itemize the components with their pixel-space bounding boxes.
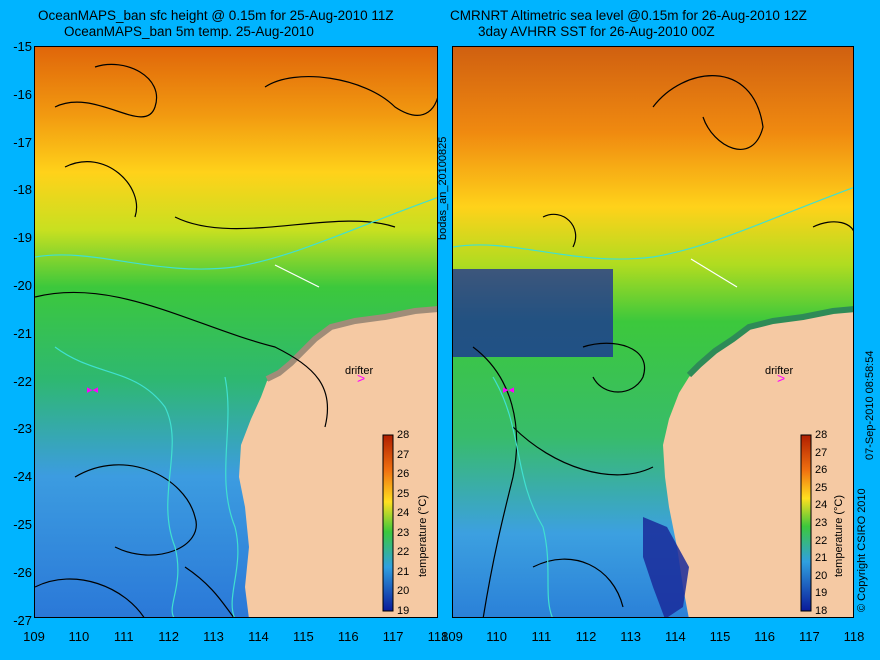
y-tick-label: -17 <box>13 134 32 150</box>
right-coast-shelf <box>686 306 853 378</box>
colorbar-tick: 22 <box>815 534 828 547</box>
y-tick-label: -19 <box>13 230 32 246</box>
colorbar-tick: 19 <box>815 587 828 600</box>
left-contour-2 <box>35 161 396 428</box>
right-cool-patch <box>453 269 613 357</box>
colorbar-tick: 25 <box>397 487 410 500</box>
y-tick-label: -26 <box>13 564 32 580</box>
left-coast-shelf <box>265 306 437 382</box>
left-drifter-marker: > <box>357 370 365 386</box>
colorbar-tick: 23 <box>397 526 410 539</box>
x-tick-label: 114 <box>664 629 686 644</box>
x-tick-label: 117 <box>798 629 820 644</box>
right-contour-3 <box>512 426 654 608</box>
left-contour-1 <box>54 63 437 118</box>
right-drifter-track <box>690 258 738 288</box>
colorbar-tick: 28 <box>397 429 410 441</box>
x-tick-label: 115 <box>709 629 731 644</box>
x-tick-label: 110 <box>486 629 508 644</box>
right-title-line1: CMRNRT Altimetric sea level @0.15m for 2… <box>450 8 807 23</box>
y-tick-label: -20 <box>13 278 32 293</box>
y-tick-label: -22 <box>13 373 32 389</box>
y-tick-label: -18 <box>13 182 32 198</box>
left-colorbar <box>382 434 394 612</box>
left-side-label: bodas_an_20100825 <box>437 136 449 240</box>
y-tick-label: -27 <box>13 612 32 628</box>
colorbar-tick: 18 <box>815 605 828 617</box>
right-isobath-2 <box>492 376 553 617</box>
x-tick-label: 109 <box>23 629 45 644</box>
right-contour-2 <box>472 342 646 617</box>
colorbar-tick: 21 <box>815 552 828 565</box>
x-tick-label: 118 <box>843 629 865 644</box>
x-tick-label: 116 <box>754 629 776 644</box>
right-bay <box>643 517 689 617</box>
x-tick-label: 112 <box>575 629 597 644</box>
left-map-svg: > ▸◂ <box>35 47 437 617</box>
left-isobath-1 <box>35 197 437 270</box>
y-tick-label: -21 <box>13 325 32 341</box>
y-tick-label: -24 <box>13 469 32 485</box>
x-tick-label: 118 <box>427 629 449 644</box>
x-tick-label: 110 <box>68 629 90 644</box>
colorbar-tick: 20 <box>397 585 410 598</box>
right-map-svg: > ▸◂ <box>453 47 853 617</box>
right-float-marker: ▸◂ <box>503 384 515 396</box>
y-tick-label: -23 <box>13 421 32 437</box>
right-contour-1 <box>542 75 853 248</box>
x-tick-label: 112 <box>158 629 180 644</box>
left-title-line2: OceanMAPS_ban 5m temp. 25-Aug-2010 <box>64 24 314 39</box>
x-tick-label: 111 <box>531 629 552 644</box>
y-tick-label: -25 <box>13 517 32 532</box>
left-map-panel: > ▸◂ drifter 28 27 26 25 24 23 22 21 20 19 temper… <box>34 46 438 618</box>
left-colorbar-label: temperature (°C) <box>417 494 429 577</box>
right-isobath-1 <box>453 187 853 260</box>
left-drifter-label: drifter <box>345 365 374 377</box>
y-tick-label: -15 <box>13 39 32 54</box>
left-isobath-3 <box>224 376 239 617</box>
right-colorbar-label: temperature (°C) <box>833 494 845 577</box>
x-tick-label: 117 <box>382 629 404 644</box>
left-contour-3 <box>35 464 235 617</box>
colorbar-tick: 25 <box>815 481 828 494</box>
x-tick-label: 116 <box>337 629 359 644</box>
left-drifter-track <box>274 264 320 288</box>
x-tick-label: 113 <box>620 629 642 644</box>
left-float-marker: ▸◂ <box>87 384 99 396</box>
right-map-panel: > ▸◂ drifter 28 27 26 25 24 23 22 21 20 19 18 temp… <box>452 46 854 618</box>
x-tick-label: 109 <box>441 629 463 644</box>
colorbar-tick: 22 <box>397 546 410 559</box>
x-tick-label: 114 <box>248 629 269 644</box>
colorbar-tick: 26 <box>397 468 410 481</box>
colorbar-tick: 27 <box>815 446 828 459</box>
colorbar-tick: 21 <box>397 565 410 578</box>
colorbar-tick: 26 <box>815 464 828 477</box>
x-tick-label: 113 <box>203 629 224 644</box>
right-colorbar <box>800 434 812 612</box>
x-tick-label: 111 <box>113 629 134 644</box>
colorbar-tick: 20 <box>815 569 828 582</box>
timestamp-label: 07-Sep-2010 08:58:54 <box>864 350 876 460</box>
colorbar-tick: 27 <box>397 448 410 461</box>
colorbar-tick: 24 <box>815 499 828 512</box>
left-title-line1: OceanMAPS_ban sfc height @ 0.15m for 25-… <box>38 8 394 23</box>
right-title-line2: 3day AVHRR SST for 26-Aug-2010 00Z <box>478 24 715 39</box>
left-isobath-2 <box>54 346 179 617</box>
colorbar-tick: 23 <box>815 517 828 529</box>
right-drifter-marker: > <box>777 370 785 386</box>
colorbar-tick: 24 <box>397 507 410 520</box>
copyright-label: © Copyright CSIRO 2010 <box>856 488 868 612</box>
x-tick-label: 115 <box>292 629 314 644</box>
y-tick-label: -16 <box>13 86 32 102</box>
colorbar-tick: 28 <box>815 429 828 441</box>
colorbar-tick: 19 <box>397 605 410 617</box>
right-drifter-label: drifter <box>765 365 794 377</box>
